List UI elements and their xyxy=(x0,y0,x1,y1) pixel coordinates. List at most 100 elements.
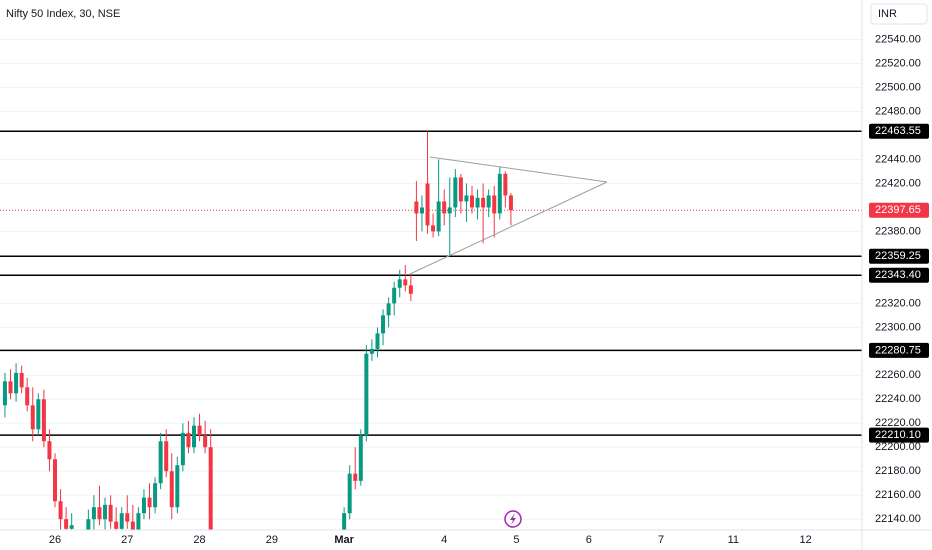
y-tick-label: 22480.00 xyxy=(875,105,921,117)
candle-body xyxy=(141,497,146,514)
candle-body xyxy=(47,441,52,460)
y-tick-label: 22520.00 xyxy=(875,57,921,69)
y-tick-label: 22440.00 xyxy=(875,153,921,165)
x-tick-label: 5 xyxy=(513,534,519,546)
candle-body xyxy=(158,441,163,484)
candle-body xyxy=(386,303,391,316)
candle-body xyxy=(108,504,113,522)
level-label-box xyxy=(869,342,929,358)
x-tick-label: 12 xyxy=(799,534,811,546)
y-tick-label: 22240.00 xyxy=(875,393,921,405)
candle-body xyxy=(97,507,102,520)
level-label: 22343.40 xyxy=(875,269,921,281)
price-axis: 22540.00 22520.00 22500.00 22480.00 22440.00… xyxy=(875,33,921,525)
candle-body xyxy=(14,372,19,394)
candle-body xyxy=(175,465,180,508)
currency-label: INR xyxy=(878,8,897,20)
candle-body xyxy=(86,519,91,530)
candle-body xyxy=(114,521,119,529)
candle-body xyxy=(119,513,124,529)
candle-body xyxy=(347,473,352,514)
pattern-line xyxy=(409,181,608,275)
currency-button[interactable] xyxy=(870,3,928,25)
candle-body xyxy=(69,525,74,529)
candle-body xyxy=(486,195,491,208)
candle-body xyxy=(58,501,63,520)
candle-body xyxy=(464,195,469,202)
candle-body xyxy=(497,173,502,214)
candle-body xyxy=(125,513,130,522)
candle-body xyxy=(164,441,169,472)
candle-body xyxy=(64,519,69,529)
candle-body xyxy=(203,435,208,448)
candle-body xyxy=(436,201,441,232)
x-tick-label: 27 xyxy=(121,534,133,546)
candle-body xyxy=(458,177,463,202)
candle-body xyxy=(30,405,35,430)
y-tick-label: 22220.00 xyxy=(875,417,921,429)
candle-body xyxy=(475,197,480,208)
candle-body xyxy=(470,195,474,208)
candle-body xyxy=(53,459,57,502)
candle-body xyxy=(2,381,7,406)
time-axis: 26 27 28 29 Mar 4 5 6 7 11 12 xyxy=(49,534,812,546)
candle-body xyxy=(442,201,447,214)
level-label-box xyxy=(869,123,929,139)
candle-body xyxy=(358,435,363,481)
candle-body xyxy=(481,197,486,208)
candle-body xyxy=(419,207,424,214)
candles xyxy=(2,131,513,530)
level-label: 22359.25 xyxy=(875,250,921,262)
candle-body xyxy=(503,173,508,196)
x-tick-label: 4 xyxy=(441,534,447,546)
level-label: 22280.75 xyxy=(875,344,921,356)
candle-body xyxy=(397,279,402,288)
y-tick-label: 22540.00 xyxy=(875,33,921,45)
level-label-box xyxy=(869,427,929,443)
candle-body xyxy=(453,177,458,208)
y-tick-label: 22380.00 xyxy=(875,225,921,237)
chart-title: Nifty 50 Index, 30, NSE xyxy=(6,8,120,20)
candle-body xyxy=(403,279,408,286)
candle-body xyxy=(153,483,158,508)
y-tick-label: 22260.00 xyxy=(875,369,921,381)
y-tick-label: 22320.00 xyxy=(875,297,921,309)
candle-body xyxy=(492,195,497,214)
y-tick-label: 22140.00 xyxy=(875,513,921,525)
candle-body xyxy=(408,285,413,294)
pattern-line xyxy=(429,156,608,183)
y-tick-label: 22500.00 xyxy=(875,81,921,93)
candle-body xyxy=(36,399,41,430)
y-tick-label: 22200.00 xyxy=(875,441,921,453)
candle-body xyxy=(431,225,436,232)
candle-body xyxy=(169,471,174,508)
event-icon[interactable] xyxy=(504,510,522,528)
candle-body xyxy=(208,447,213,530)
candle-body xyxy=(19,372,24,388)
candle-body xyxy=(130,521,135,530)
level-label-box xyxy=(869,248,929,264)
candle-body xyxy=(8,381,13,394)
x-tick-label: 11 xyxy=(728,534,739,546)
x-tick-label: 29 xyxy=(266,534,278,546)
candle-body xyxy=(508,195,513,211)
candle-body xyxy=(392,287,397,304)
last-price-label: 22397.65 xyxy=(875,204,921,216)
candle-body xyxy=(41,399,46,442)
candle-body xyxy=(447,207,452,214)
candle-body xyxy=(186,432,191,448)
x-tick-label: 26 xyxy=(49,534,61,546)
candle-body xyxy=(425,183,430,226)
y-tick-label: 22300.00 xyxy=(875,321,921,333)
candle-body xyxy=(353,473,358,481)
candle-body xyxy=(147,497,152,508)
candle-body xyxy=(91,507,96,520)
candle-body xyxy=(375,333,380,349)
y-tick-label: 22180.00 xyxy=(875,465,921,477)
candle-body xyxy=(364,353,369,436)
grid xyxy=(0,39,862,520)
candle-body xyxy=(369,348,374,354)
last-price-box xyxy=(869,202,929,218)
